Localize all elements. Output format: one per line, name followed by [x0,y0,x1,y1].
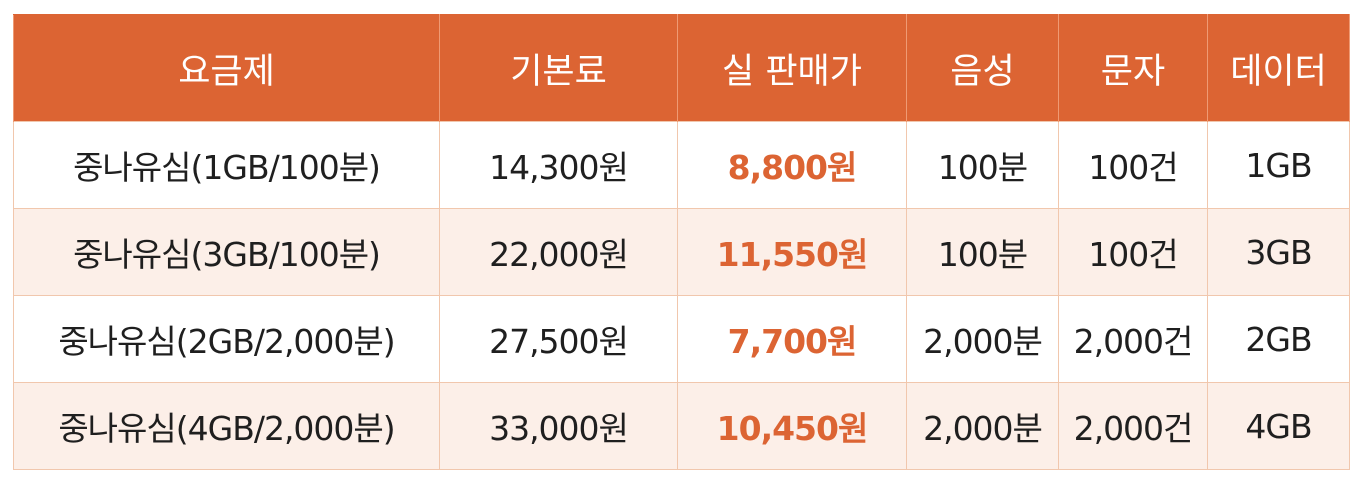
cell-plan: 중나유심(3GB/100분) [13,208,440,296]
table-row: 중나유심(1GB/100분) 14,300원 8,800원 100분 100건 … [13,121,1350,209]
table-row: 중나유심(3GB/100분) 22,000원 11,550원 100분 100건… [13,208,1350,296]
table-header: 요금제 기본료 실 판매가 음성 문자 데이터 [13,14,1350,122]
table-row: 중나유심(4GB/2,000분) 33,000원 10,450원 2,000분 … [13,382,1350,470]
cell-sale-price: 7,700원 [677,295,907,383]
cell-sale-price: 11,550원 [677,208,907,296]
cell-plan: 중나유심(2GB/2,000분) [13,295,440,383]
cell-voice: 100분 [906,208,1059,296]
cell-voice: 100분 [906,121,1059,209]
cell-base-price: 27,500원 [439,295,678,383]
cell-base-price: 33,000원 [439,382,678,470]
cell-sms: 2,000건 [1058,295,1208,383]
header-sale-price: 실 판매가 [677,14,907,122]
plan-comparison-table: 요금제 기본료 실 판매가 음성 문자 데이터 중나유심(1GB/100분) 1… [13,14,1350,470]
header-data: 데이터 [1207,14,1350,122]
header-plan: 요금제 [13,14,440,122]
header-sms: 문자 [1058,14,1208,122]
header-voice: 음성 [906,14,1059,122]
cell-sms: 100건 [1058,121,1208,209]
cell-sms: 100건 [1058,208,1208,296]
cell-data: 4GB [1207,382,1350,470]
cell-data: 2GB [1207,295,1350,383]
table-row: 중나유심(2GB/2,000분) 27,500원 7,700원 2,000분 2… [13,295,1350,383]
cell-data: 1GB [1207,121,1350,209]
cell-voice: 2,000분 [906,295,1059,383]
table-body: 중나유심(1GB/100분) 14,300원 8,800원 100분 100건 … [13,121,1350,470]
header-base-price: 기본료 [439,14,678,122]
cell-plan: 중나유심(1GB/100분) [13,121,440,209]
cell-sale-price: 10,450원 [677,382,907,470]
plan-comparison-table-wrapper: 요금제 기본료 실 판매가 음성 문자 데이터 중나유심(1GB/100분) 1… [13,14,1350,470]
cell-data: 3GB [1207,208,1350,296]
cell-voice: 2,000분 [906,382,1059,470]
cell-plan: 중나유심(4GB/2,000분) [13,382,440,470]
cell-sms: 2,000건 [1058,382,1208,470]
cell-sale-price: 8,800원 [677,121,907,209]
cell-base-price: 22,000원 [439,208,678,296]
cell-base-price: 14,300원 [439,121,678,209]
header-row: 요금제 기본료 실 판매가 음성 문자 데이터 [13,14,1350,122]
